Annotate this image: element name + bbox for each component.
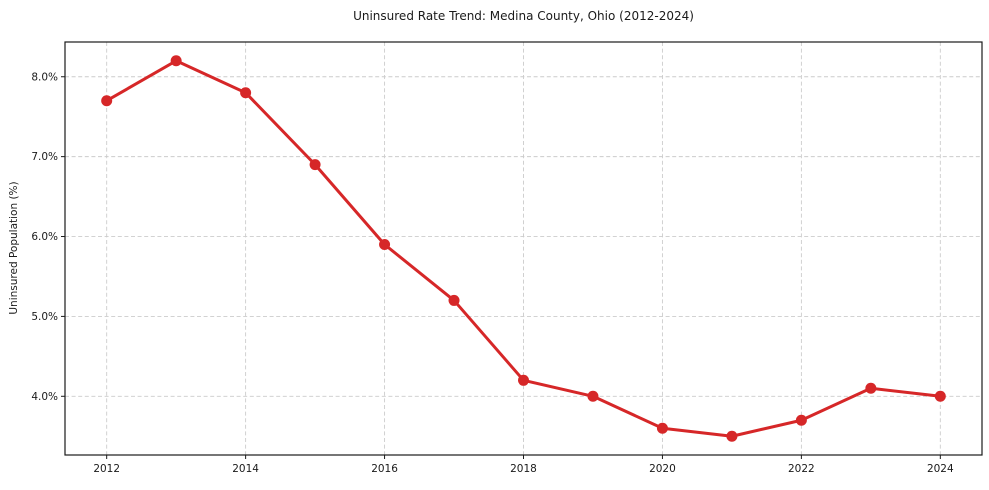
data-point <box>101 95 113 107</box>
data-point <box>448 294 460 306</box>
data-point <box>379 239 391 251</box>
y-tick-label: 8.0% <box>31 71 58 83</box>
data-point <box>240 87 252 99</box>
data-point <box>587 390 599 402</box>
x-tick-label: 2014 <box>232 463 259 475</box>
y-tick-label: 4.0% <box>31 391 58 403</box>
x-tick-label: 2024 <box>927 463 954 475</box>
data-point <box>726 430 738 442</box>
data-point <box>170 55 182 67</box>
data-point <box>795 414 807 426</box>
data-point <box>518 374 529 386</box>
x-tick-label: 2016 <box>371 463 398 475</box>
data-point <box>934 390 946 402</box>
x-tick-label: 2022 <box>788 463 815 475</box>
x-tick-label: 2018 <box>510 463 537 475</box>
x-tick-label: 2020 <box>649 463 676 475</box>
data-point <box>865 382 877 394</box>
data-point <box>309 159 321 171</box>
y-tick-label: 5.0% <box>31 311 58 323</box>
x-tick-label: 2012 <box>93 463 120 475</box>
y-tick-label: 6.0% <box>31 231 58 243</box>
chart-title: Uninsured Rate Trend: Medina County, Ohi… <box>353 9 694 23</box>
data-point <box>656 422 668 434</box>
y-tick-label: 7.0% <box>31 151 58 163</box>
